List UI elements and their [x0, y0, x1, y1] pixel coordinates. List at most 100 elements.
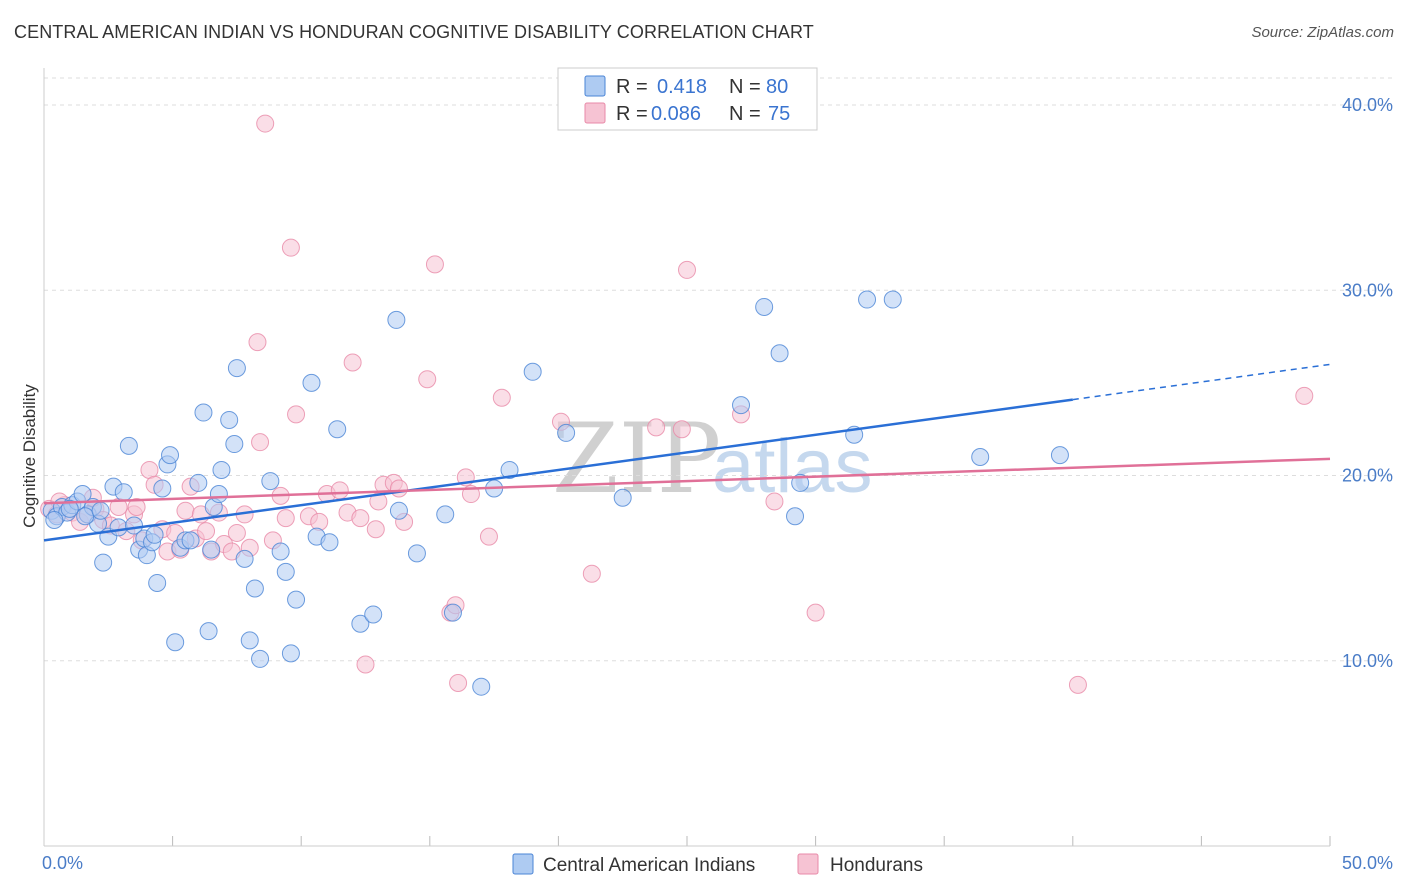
central-american-indian-point	[276, 562, 295, 581]
x-tick-label-max: 50.0%	[1342, 853, 1393, 873]
central-american-indian-point	[148, 573, 167, 592]
central-american-indian-point	[161, 446, 180, 465]
central-american-indian-point	[220, 410, 239, 429]
trend-lines	[43, 363, 1331, 542]
series-central-american-indians-points	[42, 290, 1069, 696]
central-american-indian-point	[114, 483, 133, 502]
central-american-indian-point	[791, 473, 810, 492]
trend-line-hondurans	[43, 457, 1331, 505]
legend-n-value-blue: 80	[766, 76, 788, 98]
chart-title: CENTRAL AMERICAN INDIAN VS HONDURAN COGN…	[14, 22, 814, 42]
central-american-indian-point	[166, 633, 185, 652]
central-american-indian-point	[261, 472, 280, 491]
honduran-point	[479, 527, 498, 546]
central-american-indian-point	[389, 501, 408, 520]
central-american-indian-point	[523, 362, 542, 381]
x-tick-labels: 0.0% 50.0%	[42, 853, 1393, 873]
honduran-point	[678, 260, 696, 279]
honduran-point	[343, 353, 362, 372]
bottom-legend-swatch-blue	[512, 853, 534, 875]
honduran-point	[418, 370, 437, 389]
legend-r-value-blue: 0.418	[657, 76, 707, 98]
honduran-point	[366, 520, 385, 539]
central-american-indian-point	[387, 310, 406, 329]
x-tick-label-min: 0.0%	[42, 853, 83, 873]
central-american-indian-point	[91, 501, 110, 520]
honduran-point	[492, 388, 511, 407]
honduran-point	[351, 509, 370, 528]
correlation-legend: R = 0.418 N = 80 R = 0.086 N = 75	[557, 67, 818, 131]
y-axis-label: Cognitive Disability	[20, 384, 39, 528]
central-american-indian-point	[883, 290, 902, 309]
central-american-indian-point	[407, 544, 426, 563]
central-american-indian-point	[76, 507, 95, 526]
honduran-point	[672, 420, 691, 439]
central-american-indian-point	[364, 605, 383, 624]
central-american-indian-point	[302, 373, 321, 392]
honduran-point	[287, 405, 306, 424]
legend-r-value-pink: 0.086	[651, 103, 701, 125]
central-american-indian-point	[770, 344, 789, 363]
central-american-indian-point	[235, 549, 254, 568]
central-american-indian-point	[271, 542, 290, 561]
central-american-indian-point	[199, 622, 218, 641]
honduran-point	[765, 492, 784, 511]
central-american-indian-point	[1050, 446, 1069, 465]
honduran-point	[425, 255, 444, 274]
central-american-indian-point	[60, 499, 79, 518]
central-american-indian-point	[119, 436, 138, 455]
honduran-point	[1068, 675, 1087, 694]
central-american-indian-point	[971, 448, 990, 466]
central-american-indian-point	[436, 505, 455, 524]
central-american-indian-point	[212, 460, 231, 479]
central-american-indian-point	[732, 396, 751, 415]
honduran-point	[256, 114, 275, 133]
honduran-point	[276, 509, 295, 528]
honduran-point	[248, 333, 267, 352]
honduran-point	[389, 479, 408, 498]
legend-n-label-pink: N =	[729, 103, 761, 125]
central-american-indian-point	[328, 420, 347, 439]
central-american-indian-point	[227, 359, 246, 378]
bottom-legend-swatch-pink	[797, 853, 819, 875]
honduran-point	[197, 522, 216, 541]
y-tick-labels: 10.0% 20.0% 30.0% 40.0%	[1342, 95, 1393, 671]
bottom-legend-label-hondurans: Hondurans	[830, 855, 923, 876]
honduran-point	[251, 433, 270, 452]
central-american-indian-point	[194, 403, 213, 422]
honduran-point	[1295, 386, 1314, 405]
central-american-indian-point	[472, 677, 491, 696]
central-american-indian-point	[181, 531, 200, 550]
central-american-indian-point	[557, 423, 576, 442]
honduran-point	[330, 481, 349, 500]
central-american-indian-point	[786, 507, 805, 526]
series-legend: Central American Indians Hondurans	[512, 853, 923, 876]
honduran-point	[310, 512, 329, 531]
y-tick-label: 30.0%	[1342, 280, 1393, 300]
legend-swatch-pink	[584, 102, 606, 124]
central-american-indian-point	[240, 631, 259, 650]
central-american-indian-point	[245, 579, 264, 598]
central-american-indian-point	[755, 297, 774, 316]
central-american-indian-point	[209, 485, 228, 504]
honduran-point	[127, 498, 146, 517]
honduran-point	[176, 501, 195, 520]
central-american-indian-point	[500, 460, 519, 479]
y-tick-label: 20.0%	[1342, 466, 1393, 486]
legend-r-label-blue: R =	[616, 76, 648, 98]
honduran-point	[281, 238, 300, 257]
honduran-point	[356, 655, 375, 674]
central-american-indian-point	[351, 614, 370, 633]
central-american-indian-point	[443, 603, 462, 622]
legend-swatch-blue	[584, 75, 606, 97]
central-american-indian-point	[109, 518, 128, 537]
y-tick-label: 10.0%	[1342, 651, 1393, 671]
central-american-indian-point	[94, 553, 113, 572]
legend-n-label-blue: N =	[729, 76, 761, 98]
central-american-indian-point	[287, 590, 306, 609]
axes	[43, 68, 1330, 847]
central-american-indian-point	[202, 540, 221, 559]
bottom-legend-label-central-american-indians: Central American Indians	[543, 855, 755, 876]
central-american-indian-point	[613, 488, 632, 507]
honduran-point	[227, 523, 246, 542]
